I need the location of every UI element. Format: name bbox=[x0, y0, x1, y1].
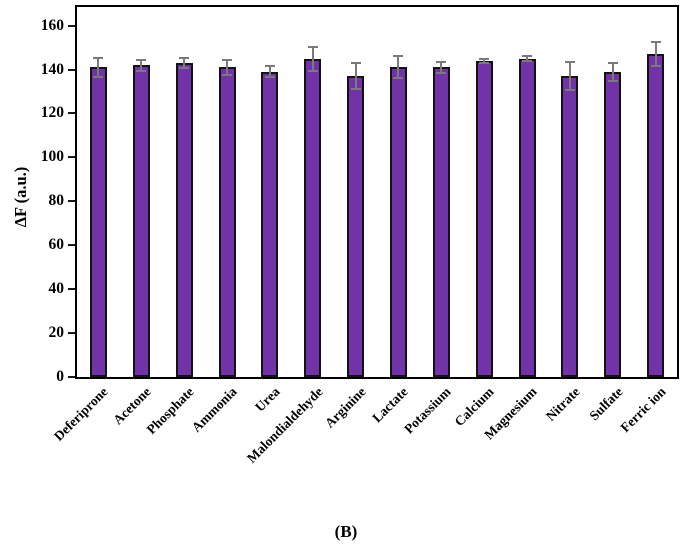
y-axis-tick bbox=[68, 68, 75, 71]
error-bar-cap-top bbox=[264, 65, 275, 68]
error-bar-cap-bottom bbox=[436, 71, 447, 74]
y-axis-tick bbox=[68, 376, 75, 378]
error-bar-line bbox=[611, 62, 614, 81]
error-bar-cap-bottom bbox=[522, 59, 532, 62]
figure-label: (B) bbox=[334, 522, 358, 541]
y-tick-label: 40 bbox=[48, 280, 65, 298]
bar bbox=[432, 67, 450, 377]
plot-area bbox=[75, 5, 679, 379]
y-axis-tick bbox=[68, 200, 75, 203]
error-bar-cap-top bbox=[393, 55, 404, 58]
bar bbox=[647, 54, 665, 377]
error-bar-line bbox=[526, 56, 528, 61]
bar bbox=[518, 58, 536, 377]
error-bar-line bbox=[226, 59, 228, 76]
error-bar-line bbox=[654, 42, 657, 67]
y-tick-label: 100 bbox=[40, 148, 64, 166]
error-bar-line bbox=[97, 57, 100, 78]
error-bar-line bbox=[183, 57, 186, 69]
y-axis-tick bbox=[68, 288, 75, 291]
y-tick-label: 120 bbox=[40, 104, 64, 122]
error-bar-cap-bottom bbox=[222, 74, 232, 77]
error-bar-cap-bottom bbox=[479, 61, 490, 64]
error-bar-cap-top bbox=[564, 60, 575, 63]
bar bbox=[218, 67, 236, 377]
bar bbox=[389, 67, 407, 377]
bar bbox=[347, 76, 365, 377]
error-bar-cap-bottom bbox=[607, 79, 618, 82]
error-bar-cap-top bbox=[479, 57, 490, 60]
error-bar-cap-top bbox=[607, 61, 618, 64]
error-bar-cap-top bbox=[650, 41, 661, 44]
bar bbox=[604, 71, 622, 377]
error-bar-line bbox=[354, 62, 357, 90]
bar bbox=[561, 76, 579, 377]
bar bbox=[175, 63, 193, 377]
y-tick-label: 160 bbox=[40, 16, 64, 34]
error-bar-cap-top bbox=[307, 45, 318, 48]
error-bar-cap-top bbox=[222, 58, 232, 61]
error-bar-line bbox=[268, 66, 271, 78]
error-bar-cap-bottom bbox=[650, 65, 661, 68]
error-bar-cap-bottom bbox=[307, 69, 318, 72]
error-bar-cap-bottom bbox=[93, 76, 104, 79]
bar bbox=[89, 67, 107, 377]
y-axis-tick bbox=[68, 112, 75, 115]
error-bar-cap-top bbox=[436, 60, 447, 63]
y-tick-label: 140 bbox=[40, 60, 64, 78]
error-bar-cap-bottom bbox=[350, 88, 361, 91]
error-bar-cap-top bbox=[136, 58, 147, 61]
error-bar-line bbox=[483, 58, 486, 63]
y-tick-label: 60 bbox=[48, 236, 65, 254]
y-axis-tick bbox=[68, 332, 75, 335]
error-bar-cap-bottom bbox=[136, 69, 147, 72]
y-tick-label: 20 bbox=[48, 324, 65, 342]
error-bar-cap-top bbox=[522, 55, 532, 58]
error-bar-cap-bottom bbox=[264, 76, 275, 79]
error-bar-line bbox=[568, 61, 571, 91]
y-axis-tick bbox=[68, 244, 75, 247]
y-tick-label: 0 bbox=[56, 368, 64, 385]
error-bar-cap-top bbox=[179, 56, 190, 59]
error-bar-line bbox=[140, 59, 143, 71]
error-bar-line bbox=[397, 56, 400, 79]
error-bar-cap-top bbox=[350, 61, 361, 64]
error-bar-cap-top bbox=[93, 56, 104, 59]
y-tick-label: 80 bbox=[48, 192, 65, 210]
bar bbox=[304, 58, 322, 377]
error-bar-line bbox=[311, 46, 314, 71]
error-bar-cap-bottom bbox=[393, 77, 404, 80]
error-bar-line bbox=[440, 61, 443, 73]
y-axis-tick bbox=[68, 156, 75, 159]
error-bar-cap-bottom bbox=[564, 89, 575, 92]
bar bbox=[132, 65, 150, 377]
bar bbox=[475, 60, 493, 377]
bar bbox=[261, 71, 279, 377]
error-bar-cap-bottom bbox=[179, 67, 190, 70]
y-axis-tick bbox=[68, 24, 75, 27]
